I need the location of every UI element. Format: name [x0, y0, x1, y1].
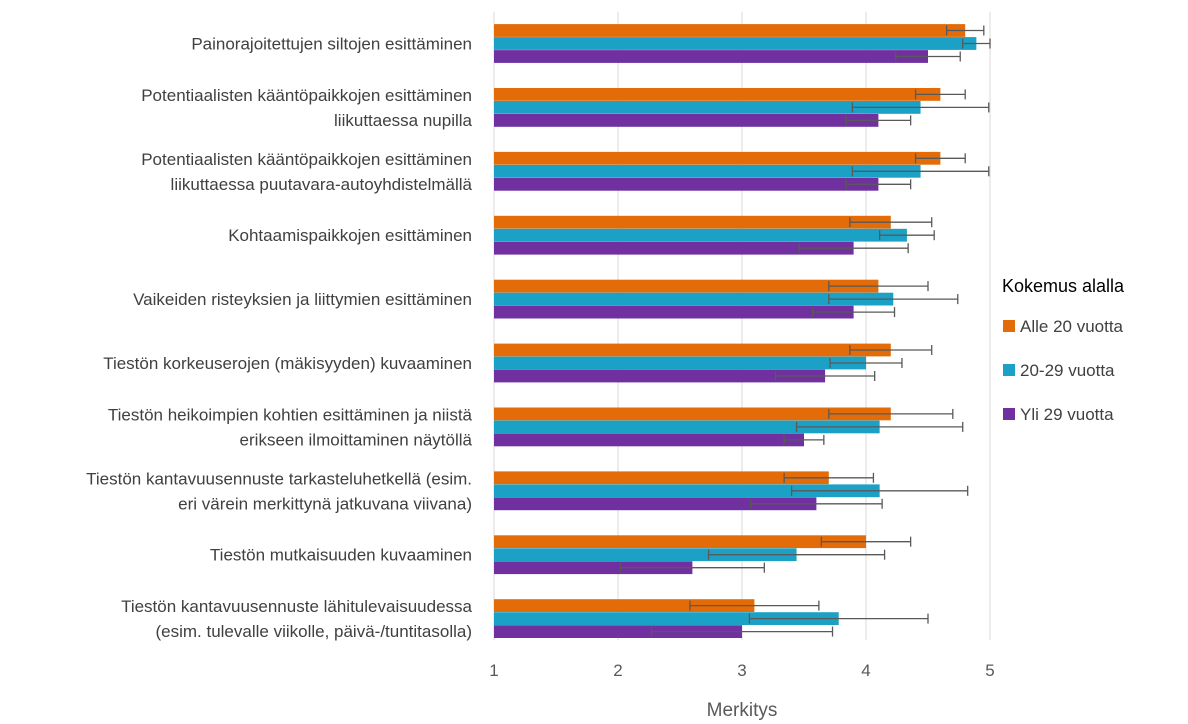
bar [494, 369, 826, 383]
error-bar [619, 562, 765, 573]
bar [494, 484, 880, 498]
bar [494, 612, 839, 625]
legend-item: 20-29 vuotta [1003, 361, 1115, 380]
x-axis-title: Merkitys [707, 700, 778, 721]
category-label: Painorajoitettujen siltojen esittäminen [191, 35, 472, 54]
error-bar [820, 536, 912, 547]
x-tick-labels: 1 2 3 4 5 [489, 661, 994, 680]
error-bars [619, 25, 991, 637]
error-bar [849, 345, 933, 355]
error-bar [783, 434, 825, 445]
x-tick-label: 2 [613, 661, 622, 680]
category-label: Vaikeiden risteyksien ja liittymien esit… [133, 290, 472, 309]
category-label: erikseen ilmoittaminen näytöllä [240, 430, 473, 449]
category-label: Kohtaamispaikkojen esittäminen [228, 226, 472, 245]
error-bar [828, 294, 959, 305]
legend-swatch [1003, 408, 1015, 420]
error-bar [851, 166, 990, 177]
legend-item: Yli 29 vuotta [1003, 405, 1114, 424]
error-bar [945, 25, 985, 36]
bar [494, 50, 928, 63]
category-labels: Painorajoitettujen siltojen esittäminen P… [86, 35, 472, 642]
error-bar [790, 485, 969, 496]
legend-swatch [1003, 364, 1015, 376]
error-bar [707, 549, 886, 560]
legend-swatch [1003, 320, 1015, 332]
bar [494, 151, 941, 165]
bar [494, 279, 879, 293]
error-bar [828, 281, 929, 292]
error-bar [895, 51, 961, 62]
bar [494, 471, 829, 485]
bar [494, 164, 921, 178]
bar [494, 177, 879, 191]
error-bar [774, 371, 876, 381]
bars [494, 24, 977, 638]
bar [494, 88, 941, 101]
bar [494, 561, 693, 575]
bar [494, 292, 894, 306]
error-bar [783, 472, 875, 483]
error-bar [962, 38, 991, 49]
category-label: Potentiaalisten kääntöpaikkojen esittämi… [141, 86, 472, 105]
error-bar [845, 179, 912, 190]
x-tick-label: 4 [861, 661, 870, 680]
bar [494, 114, 879, 127]
legend-label: Alle 20 vuotta [1020, 317, 1124, 336]
legend-items: Alle 20 vuotta 20-29 vuotta Yli 29 vuotta [1003, 317, 1124, 424]
bar [494, 343, 891, 357]
error-bar [748, 613, 929, 624]
error-bar [828, 408, 954, 419]
bar [494, 24, 966, 37]
error-bar [650, 626, 834, 637]
bar [494, 433, 804, 447]
error-bar [829, 358, 903, 368]
category-label: (esim. tulevalle viikolle, päivä-/tuntit… [155, 622, 472, 641]
bar [494, 37, 977, 50]
error-bar [849, 217, 933, 228]
category-label: eri värein merkittynä jatkuvana viivana) [178, 494, 472, 513]
category-label: Potentiaalisten kääntöpaikkojen esittämi… [141, 150, 472, 169]
error-bar [878, 230, 935, 241]
bar [494, 356, 866, 370]
error-bar [798, 243, 909, 254]
category-label: liikuttaessa puutavara-autoyhdistelmällä [171, 175, 473, 194]
error-bar [914, 89, 966, 100]
bar [494, 101, 921, 114]
x-tick-label: 1 [489, 661, 498, 680]
error-bar [689, 600, 820, 611]
error-bar [795, 421, 964, 432]
error-bar [851, 102, 990, 113]
bar [494, 305, 854, 319]
category-label: Tiestön kantavuusennuste lähitulevaisuud… [121, 597, 472, 616]
bar [494, 228, 907, 242]
category-label: Tiestön heikoimpien kohtien esittäminen … [108, 405, 473, 424]
error-bar [812, 307, 896, 318]
x-tick-label: 3 [737, 661, 746, 680]
error-bar [914, 153, 966, 164]
category-label: Tiestön kantavuusennuste tarkasteluhetke… [86, 469, 472, 488]
category-label: liikuttaessa nupilla [334, 111, 473, 130]
legend-item: Alle 20 vuotta [1003, 317, 1124, 336]
bar [494, 535, 866, 549]
bar [494, 407, 891, 421]
bar [494, 241, 854, 255]
legend-title: Kokemus alalla [1002, 276, 1125, 296]
bar [494, 548, 797, 562]
category-label: Tiestön korkeuserojen (mäkisyyden) kuvaa… [103, 354, 472, 373]
error-bar [845, 115, 912, 126]
bar [494, 215, 891, 229]
x-tick-label: 5 [985, 661, 994, 680]
legend-label: 20-29 vuotta [1020, 361, 1115, 380]
bar [494, 497, 817, 511]
error-bar [750, 498, 883, 509]
bar [494, 420, 880, 434]
legend-label: Yli 29 vuotta [1020, 405, 1114, 424]
category-label: Tiestön mutkaisuuden kuvaaminen [210, 546, 472, 565]
bar [494, 625, 742, 638]
legend: Kokemus alalla Alle 20 vuotta 20-29 vuott… [1002, 276, 1125, 424]
